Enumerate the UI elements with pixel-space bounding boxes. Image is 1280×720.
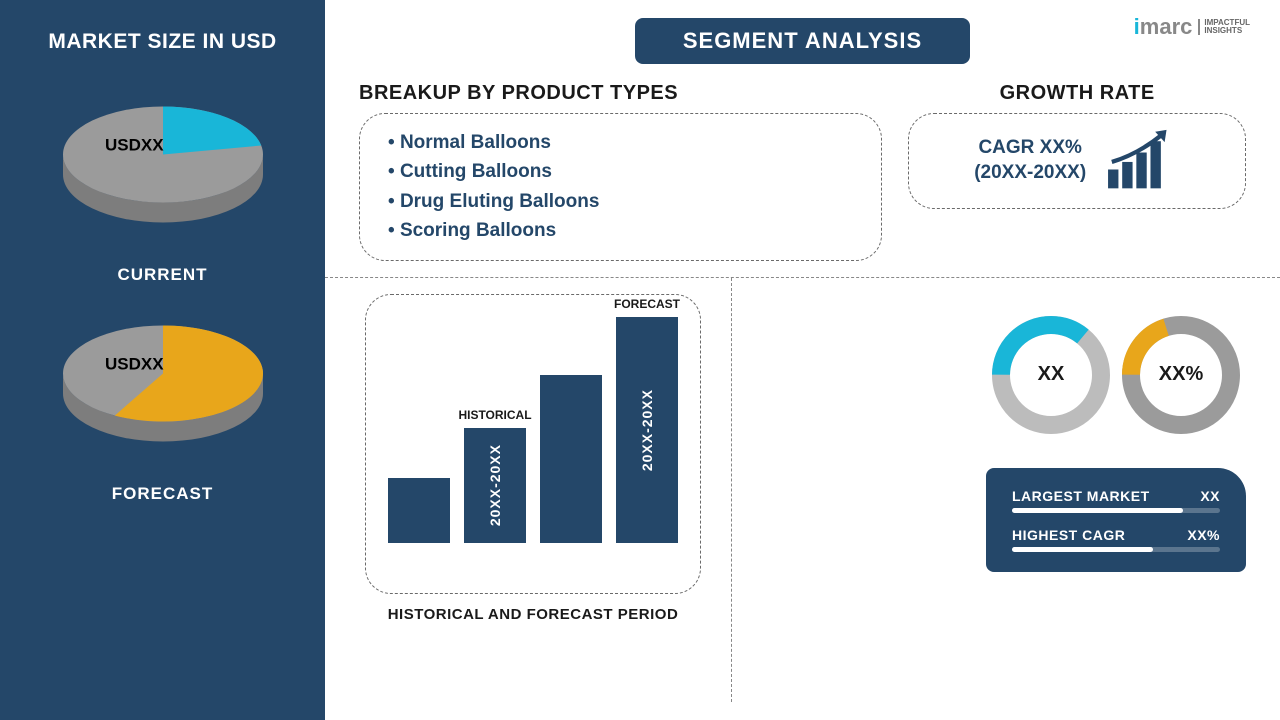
donut-chart: XX bbox=[986, 310, 1116, 440]
bar bbox=[388, 478, 450, 542]
metric-bar bbox=[1012, 508, 1220, 513]
svg-text:USDXX: USDXX bbox=[105, 355, 164, 374]
pie-label: FORECAST bbox=[112, 484, 214, 504]
bar-inside-label: 20XX-20XX bbox=[639, 389, 655, 471]
bar bbox=[540, 375, 602, 543]
metric-label: HIGHEST CAGR bbox=[1012, 527, 1125, 543]
metric-row: HIGHEST CAGR XX% bbox=[1012, 527, 1220, 552]
bar-inside-label: 20XX-20XX bbox=[487, 444, 503, 526]
metric-label: LARGEST MARKET bbox=[1012, 488, 1150, 504]
donut-value: XX% bbox=[1116, 310, 1246, 440]
vertical-divider bbox=[731, 278, 962, 702]
historical-forecast-section: HISTORICAL 20XX-20XX FORECAST 20XX-20XX … bbox=[359, 294, 707, 702]
main-panel: imarc IMPACTFULINSIGHTS SEGMENT ANALYSIS… bbox=[325, 0, 1280, 720]
bar: FORECAST 20XX-20XX bbox=[616, 317, 678, 542]
product-item: Drug Eluting Balloons bbox=[388, 187, 853, 216]
hist-caption: HISTORICAL AND FORECAST PERIOD bbox=[359, 606, 707, 623]
donut-charts: XX XX% bbox=[986, 310, 1246, 440]
pie-chart: USDXX FORECAST bbox=[48, 307, 278, 504]
metric-value: XX% bbox=[1187, 527, 1220, 543]
metric-value: XX bbox=[1200, 488, 1220, 504]
growth-title: GROWTH RATE bbox=[908, 82, 1246, 105]
metric-panel: LARGEST MARKET XX HIGHEST CAGR XX% bbox=[986, 468, 1246, 572]
metric-row: LARGEST MARKET XX bbox=[1012, 488, 1220, 513]
bar-chart: HISTORICAL 20XX-20XX FORECAST 20XX-20XX bbox=[388, 313, 678, 543]
sidebar-title: MARKET SIZE IN USD bbox=[48, 30, 276, 54]
bar: HISTORICAL 20XX-20XX bbox=[464, 428, 526, 543]
bar-top-label: HISTORICAL bbox=[458, 408, 531, 422]
metrics-section: XX XX% LARGEST MARKET XX HIGHEST CAGR XX% bbox=[986, 294, 1246, 702]
pie-chart: USDXX CURRENT bbox=[48, 88, 278, 285]
growth-section: GROWTH RATE CAGR XX% (20XX-20XX) bbox=[908, 82, 1246, 261]
products-section: BREAKUP BY PRODUCT TYPES Normal Balloons… bbox=[359, 82, 882, 261]
cagr-text: CAGR XX% (20XX-20XX) bbox=[974, 136, 1086, 185]
product-list: Normal BalloonsCutting BalloonsDrug Elut… bbox=[388, 128, 853, 246]
sidebar-market-size: MARKET SIZE IN USD USDXX CURRENT USDXX FORE… bbox=[0, 0, 325, 720]
svg-text:USDXX: USDXX bbox=[105, 136, 164, 155]
brand-logo: imarc IMPACTFULINSIGHTS bbox=[1134, 14, 1250, 40]
page-title: SEGMENT ANALYSIS bbox=[635, 18, 970, 64]
product-item: Scoring Balloons bbox=[388, 216, 853, 245]
metric-bar bbox=[1012, 547, 1220, 552]
bar-top-label: FORECAST bbox=[614, 297, 680, 311]
pie-label: CURRENT bbox=[117, 265, 207, 285]
product-item: Cutting Balloons bbox=[388, 157, 853, 186]
product-item: Normal Balloons bbox=[388, 128, 853, 157]
donut-chart: XX% bbox=[1116, 310, 1246, 440]
growth-chart-icon bbox=[1104, 128, 1180, 194]
products-title: BREAKUP BY PRODUCT TYPES bbox=[359, 82, 882, 105]
donut-value: XX bbox=[986, 310, 1116, 440]
